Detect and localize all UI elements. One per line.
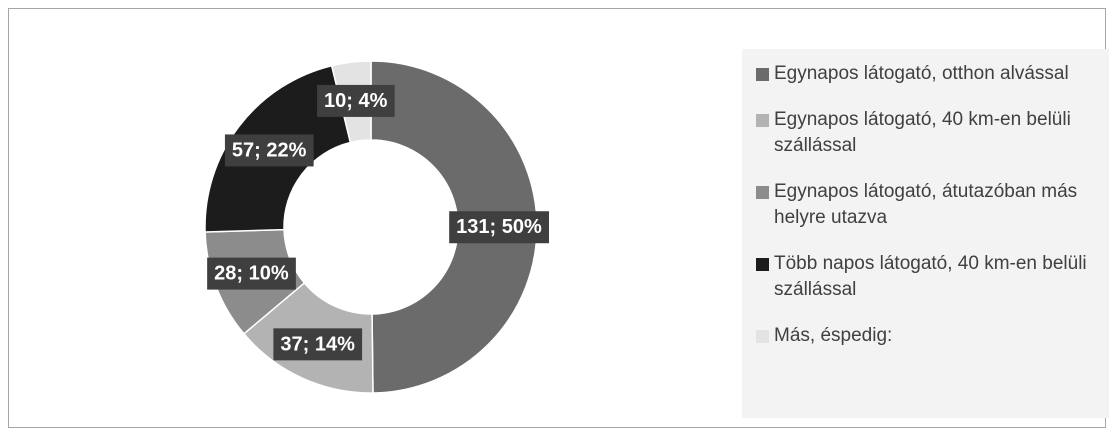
data-label-box bbox=[317, 84, 395, 117]
data-label-box bbox=[207, 257, 296, 290]
legend-label: Egynapos látogató, átutazóban más helyre… bbox=[774, 181, 1078, 228]
legend-swatch bbox=[756, 68, 769, 81]
data-label-4: 57; 22% bbox=[224, 134, 314, 167]
data-label-5: 10; 4% bbox=[317, 84, 395, 117]
data-label-box bbox=[224, 134, 314, 167]
legend-item-tobb-napos: Több napos látogató, 40 km-en belüli szá… bbox=[756, 251, 1103, 303]
data-label-box bbox=[273, 328, 363, 361]
legend-swatch bbox=[756, 258, 769, 271]
donut-chart: 131; 50% 37; 14% 28; 10% 57; 22% 10; 4% bbox=[204, 60, 550, 394]
data-label-text: 10; 4% bbox=[324, 90, 388, 112]
data-label-box bbox=[449, 211, 550, 244]
legend-swatch bbox=[756, 330, 769, 343]
legend-swatch bbox=[756, 114, 769, 127]
legend-swatch bbox=[756, 186, 769, 199]
legend-item-atutazoban: Egynapos látogató, átutazóban más helyre… bbox=[756, 179, 1103, 231]
donut-slice-egynapos-latogato-otthon-alvassal bbox=[370, 60, 538, 394]
chart-legend: Egynapos látogató, otthon alvással Egyna… bbox=[742, 49, 1109, 418]
legend-item-40km-szallassal: Egynapos látogató, 40 km-en belüli száll… bbox=[756, 107, 1103, 159]
legend-label: Több napos látogató, 40 km-en belüli szá… bbox=[774, 253, 1087, 300]
data-label-text: 28; 10% bbox=[214, 263, 289, 285]
data-label-text: 131; 50% bbox=[456, 216, 542, 238]
legend-item-otthon-alvassal: Egynapos látogató, otthon alvással bbox=[756, 61, 1103, 87]
data-label-3: 28; 10% bbox=[207, 257, 296, 290]
legend-label: Egynapos látogató, otthon alvással bbox=[774, 63, 1069, 84]
data-label-2: 37; 14% bbox=[273, 328, 363, 361]
legend-item-mas-espedig: Más, éspedig: bbox=[756, 323, 1103, 349]
data-label-1: 131; 50% bbox=[449, 211, 550, 244]
data-label-text: 57; 22% bbox=[232, 139, 307, 161]
chart-frame: 131; 50% 37; 14% 28; 10% 57; 22% 10; 4% Egyn… bbox=[8, 8, 1109, 428]
legend-label: Más, éspedig: bbox=[774, 325, 893, 346]
data-label-text: 37; 14% bbox=[280, 333, 355, 355]
legend-label: Egynapos látogató, 40 km-en belüli száll… bbox=[774, 109, 1071, 156]
